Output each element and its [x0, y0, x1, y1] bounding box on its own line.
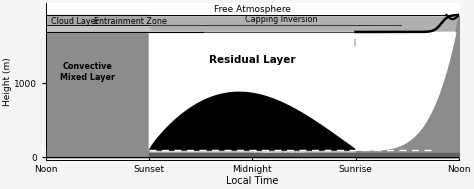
- Text: Residual Layer: Residual Layer: [209, 56, 296, 66]
- Text: Convective
Mixed Layer: Convective Mixed Layer: [60, 62, 115, 82]
- Text: Entrainment Zone: Entrainment Zone: [94, 17, 167, 26]
- Y-axis label: Height (m): Height (m): [3, 57, 12, 106]
- Text: Free Atmosphere: Free Atmosphere: [214, 5, 291, 14]
- Text: Sfc. Layer: Sfc. Layer: [427, 151, 459, 157]
- Text: Stable (Nocturnal) Boundary Layer: Stable (Nocturnal) Boundary Layer: [189, 110, 328, 119]
- Text: Capping Inversion: Capping Inversion: [245, 15, 318, 24]
- Text: Mixed
Layer: Mixed Layer: [431, 83, 455, 103]
- X-axis label: Local Time: Local Time: [226, 176, 279, 186]
- Text: Surface Layer: Surface Layer: [254, 151, 305, 157]
- Text: Cloud Layer: Cloud Layer: [51, 17, 99, 26]
- Text: Surface Layer: Surface Layer: [64, 150, 115, 156]
- Text: Entrainment Zone: Entrainment Zone: [354, 39, 427, 48]
